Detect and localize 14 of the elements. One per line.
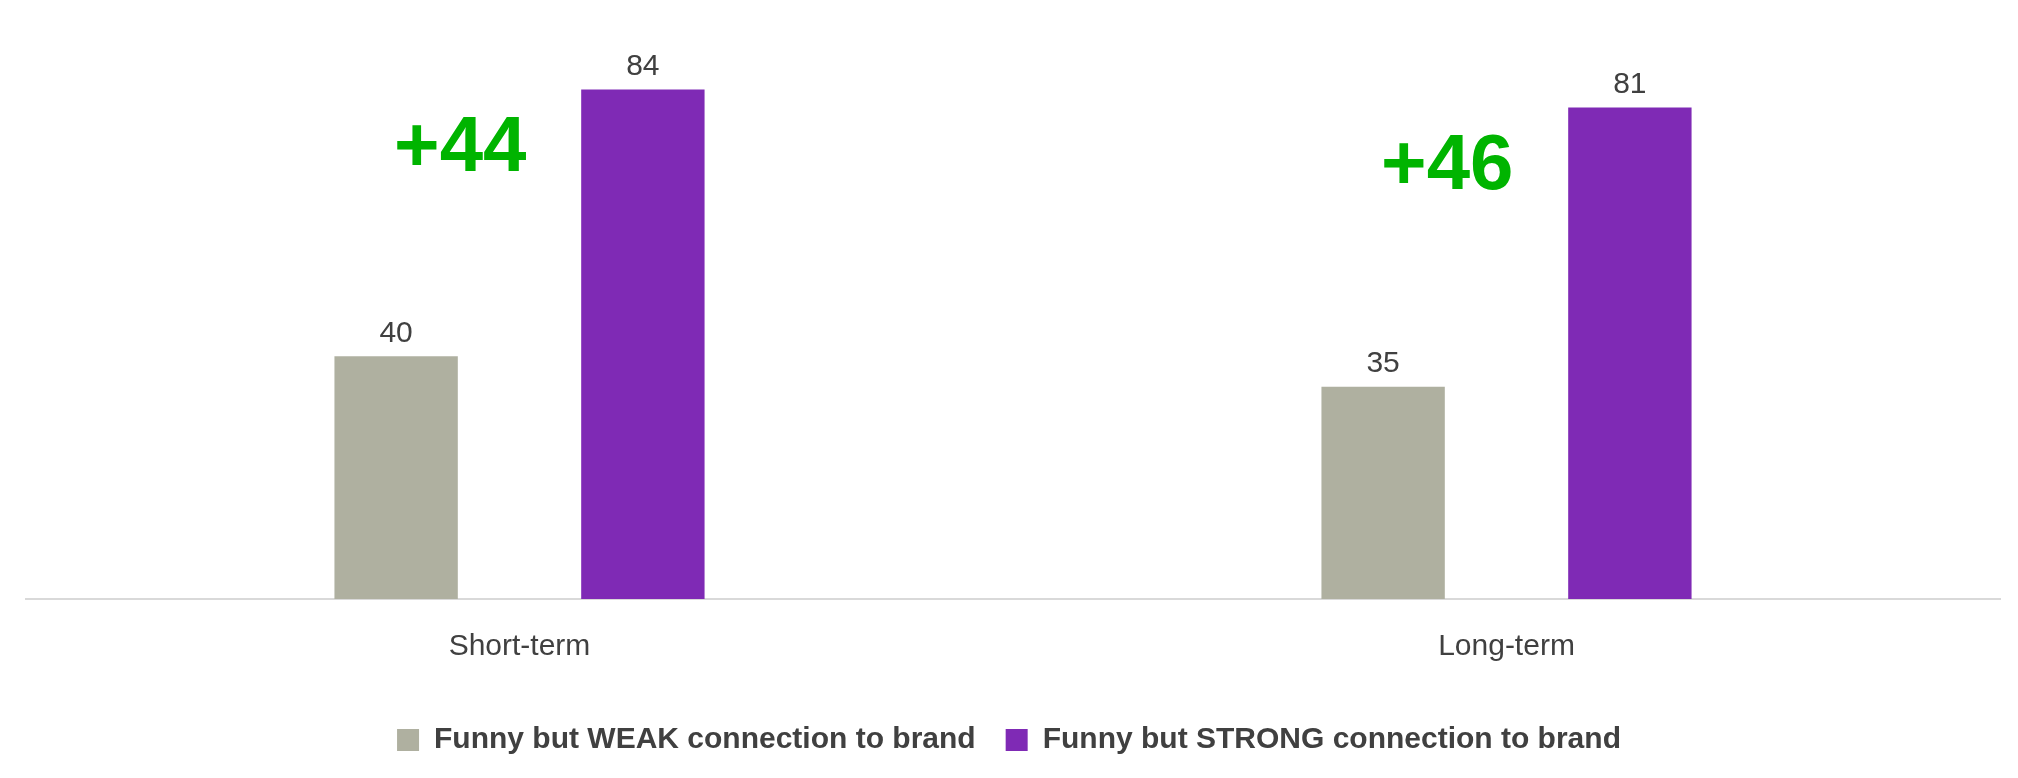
annotation: +46 bbox=[1381, 118, 1514, 207]
annotation: +44 bbox=[394, 99, 527, 188]
x-tick-label: Long-term bbox=[1438, 628, 1575, 662]
data-label: 35 bbox=[1366, 344, 1400, 378]
bar bbox=[1568, 107, 1692, 599]
bar bbox=[1321, 386, 1445, 599]
legend-label: Funny but WEAK connection to brand bbox=[434, 721, 976, 755]
bar bbox=[581, 89, 705, 599]
legend-label: Funny but STRONG connection to brand bbox=[1042, 721, 1621, 755]
data-label: 84 bbox=[626, 47, 660, 81]
data-label: 81 bbox=[1613, 65, 1647, 99]
bar bbox=[334, 356, 458, 599]
data-label: 40 bbox=[379, 314, 413, 348]
x-tick-label: Short-term bbox=[448, 628, 591, 662]
